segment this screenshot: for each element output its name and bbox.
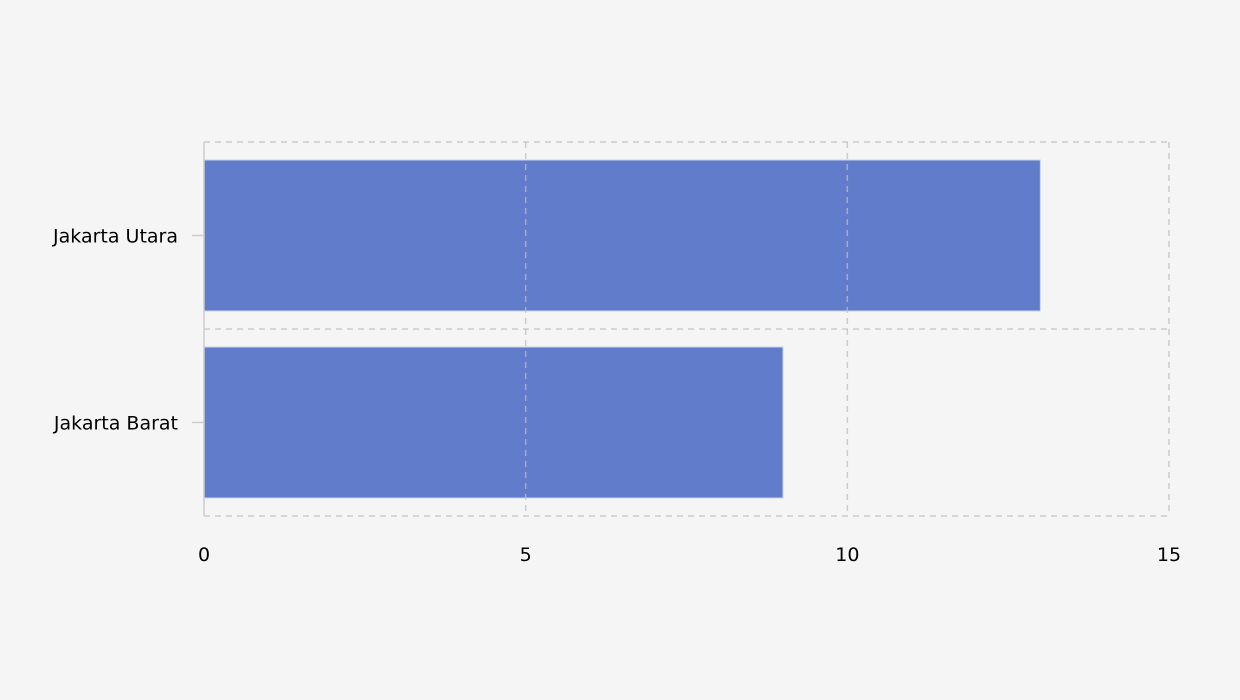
x-tick-label-1: 5 [520, 544, 532, 566]
x-tick-label-3: 15 [1157, 544, 1181, 566]
x-tick-label-2: 10 [835, 544, 859, 566]
bar-0 [203, 159, 1041, 312]
y-tick-label-0: Jakarta Utara [52, 226, 178, 248]
y-tick-label-1: Jakarta Barat [53, 413, 178, 435]
x-tick-label-0: 0 [198, 544, 210, 566]
bar-1 [203, 346, 784, 499]
